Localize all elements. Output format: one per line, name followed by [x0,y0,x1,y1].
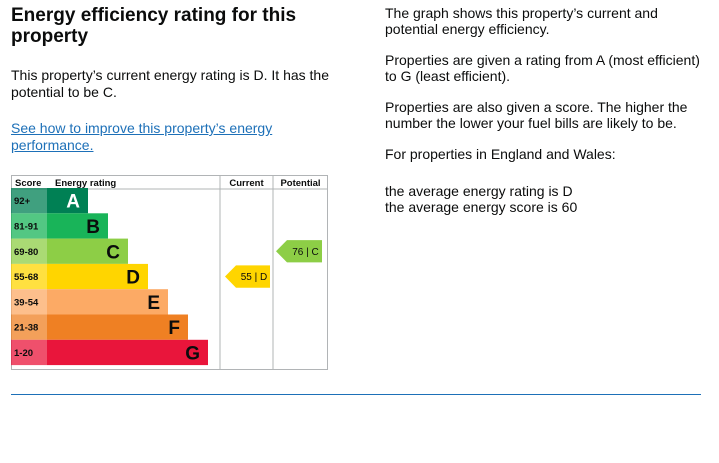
band-letter: D [126,268,140,289]
average-values: the average energy rating is D the avera… [385,183,710,215]
band-score-cell [11,213,47,239]
info-score-explainer: Properties are also given a score. The h… [385,99,688,131]
band-bar [47,314,188,340]
average-rating-text: the average energy rating is D [385,183,573,199]
band-score-cell [11,314,47,340]
potential-rating-arrow [276,240,322,263]
band-bar [47,263,148,290]
energy-rating-graph: Score Energy rating Current Potential 92+ A 81… [11,175,328,370]
potential-rating-label: 76 | C [292,247,319,258]
info-region-text: For properties in England and Wales: [385,146,616,162]
score-column-header: Score [15,178,41,189]
band-score-label: 1-20 [14,348,33,359]
band-bar [47,289,168,315]
band-score-label: 81-91 [14,221,39,232]
page-title: Energy efficiency rating for this proper… [11,5,297,47]
band-bar [47,238,128,264]
band-score-label: 55-68 [14,272,38,283]
band-score-cell [11,263,47,290]
band-score-cell [11,289,47,315]
improve-energy-link[interactable]: See how to improve this property’s energ… [11,120,273,153]
band-letter: E [147,293,160,314]
band-score-label: 69-80 [14,247,38,258]
band-letter: C [106,242,120,263]
energy-rating-chart: Score Energy rating Current Potential 92+ A 81… [11,175,328,370]
info-rating-explainer: Properties are given a rating from A (mo… [385,52,700,84]
current-rating-arrow [225,265,270,288]
band-bar [47,339,208,366]
band-letter: B [86,217,100,238]
current-column-header: Current [229,178,264,189]
potential-column-header: Potential [280,178,320,189]
section-divider [11,394,701,395]
band-letter: A [66,192,80,213]
band-score-label: 39-54 [14,297,39,308]
band-score-cell [11,339,47,366]
band-score-cell [11,238,47,264]
band-score-label: 21-38 [14,323,38,334]
band-letter: F [168,318,180,339]
band-score-cell [11,188,47,214]
band-letter: G [185,343,200,364]
band-bar [47,188,88,214]
current-rating-text: This property’s current energy rating is… [11,67,329,100]
rating-column-header: Energy rating [55,178,116,189]
band-score-label: 92+ [14,196,31,207]
band-bar [47,213,108,239]
rating-summary: Energy efficiency rating for this proper… [11,5,331,154]
info-graph-explainer: The graph shows this property’s current … [385,5,658,37]
average-score-text: the average energy score is 60 [385,199,578,215]
current-rating-label: 55 | D [241,272,268,283]
rating-info: The graph shows this property’s current … [385,5,710,230]
